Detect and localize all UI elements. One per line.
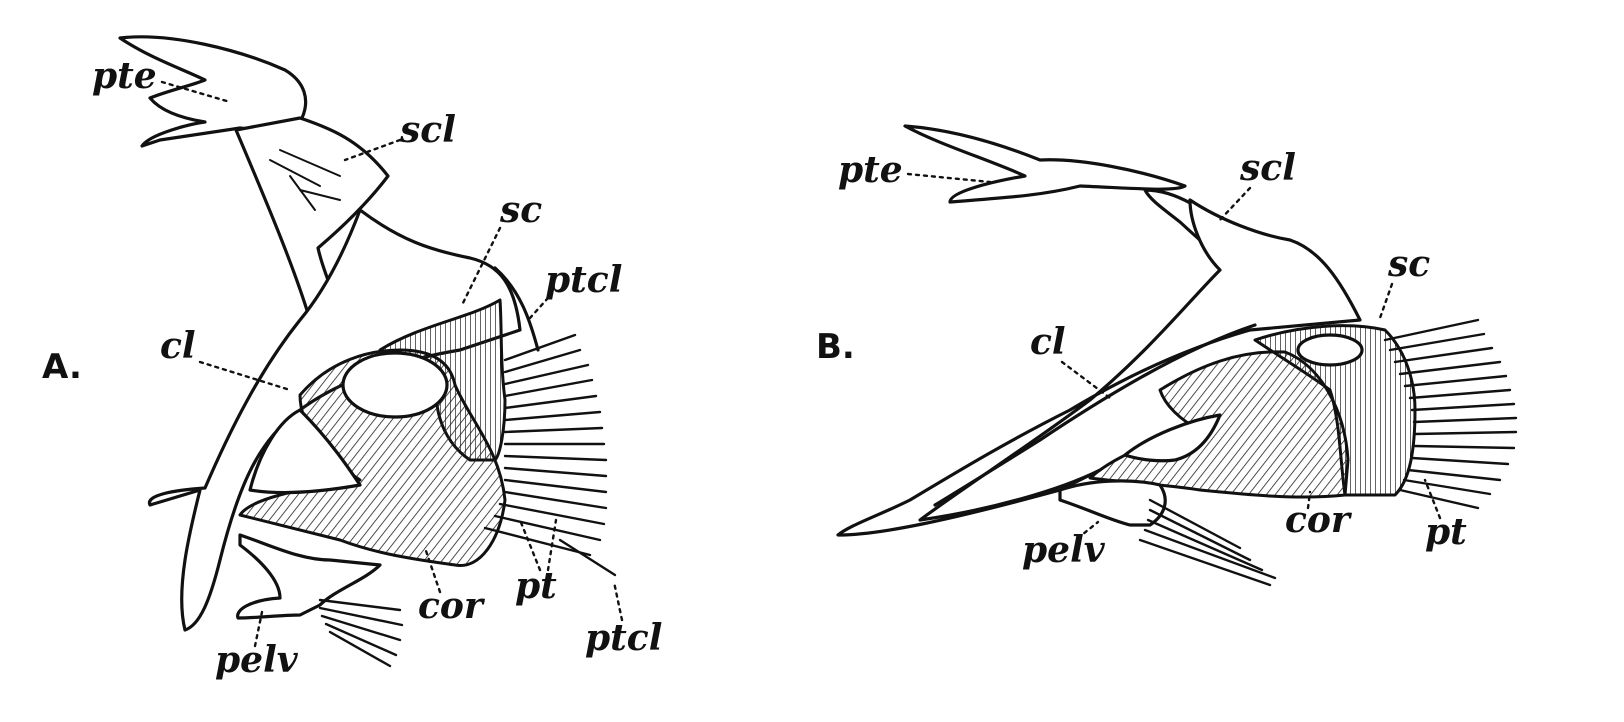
panel-a-lower-fenestra xyxy=(248,408,362,495)
leader-a-pelv xyxy=(253,610,264,648)
label-b-cl: cl xyxy=(1030,321,1066,363)
leader-a-cl xyxy=(198,360,292,392)
label-a-cor: cor xyxy=(418,585,486,627)
panel-a-pelvis xyxy=(236,533,382,620)
panel-a-cleithrum-edge xyxy=(493,266,540,352)
label-a-pelv: pelv xyxy=(215,639,299,681)
label-a-scl: scl xyxy=(399,109,456,151)
label-b-pelv: pelv xyxy=(1022,529,1106,571)
label-b-cor: cor xyxy=(1285,499,1353,541)
leader-b-sc xyxy=(1378,282,1394,320)
leader-b-pt xyxy=(1423,478,1442,520)
leader-a-pte xyxy=(160,80,232,104)
panel-a-letter: A. xyxy=(42,347,82,387)
leader-b-cl xyxy=(1060,360,1112,400)
leader-b-cor xyxy=(1306,490,1312,510)
label-a-ptcl-lower: ptcl xyxy=(585,617,662,659)
panel-b-lower-fenestra xyxy=(1123,413,1222,463)
leader-a-pt-2 xyxy=(546,518,558,572)
panel-a-pelvic-fin-rays xyxy=(318,598,404,668)
leader-a-scl xyxy=(343,138,402,162)
label-a-ptcl: ptcl xyxy=(545,259,622,301)
panel-b-foramen xyxy=(1296,333,1364,367)
panel-b-clavicle xyxy=(836,198,1362,537)
panel-b: B. xyxy=(816,124,1518,587)
label-a-pte: pte xyxy=(92,55,157,97)
panel-b-pelvic-fin-rays xyxy=(1138,498,1277,587)
panel-a-foramen xyxy=(341,351,449,419)
leader-a-cor xyxy=(423,546,442,594)
leader-a-pt xyxy=(518,518,542,572)
label-a-pt: pt xyxy=(515,565,557,607)
panel-a: A. xyxy=(42,35,662,681)
panel-a-fin-rays xyxy=(483,333,617,577)
label-a-cl: cl xyxy=(160,325,196,367)
leader-a-ptcl-lower xyxy=(612,580,624,622)
leader-b-scl xyxy=(1216,186,1252,224)
panel-b-fin-rays xyxy=(1383,318,1518,510)
panel-b-letter: B. xyxy=(816,327,855,367)
panel-b-pelvis xyxy=(1058,479,1167,527)
label-b-pt: pt xyxy=(1425,511,1467,553)
label-b-pte: pte xyxy=(838,149,903,191)
label-b-scl: scl xyxy=(1239,147,1296,189)
leader-a-ptcl xyxy=(528,296,550,320)
panel-b-clavicle-inner-edge xyxy=(933,323,1257,507)
panel-a-clavicle xyxy=(147,208,522,632)
panel-b-post-temporal xyxy=(903,124,1187,204)
label-b-sc: sc xyxy=(1387,243,1430,285)
label-a-sc: sc xyxy=(499,189,542,231)
panel-a-supraclavicle-striations xyxy=(269,149,341,211)
panel-a-post-temporal xyxy=(118,35,308,148)
leader-b-pte xyxy=(906,172,992,184)
leader-a-sc xyxy=(460,226,502,307)
